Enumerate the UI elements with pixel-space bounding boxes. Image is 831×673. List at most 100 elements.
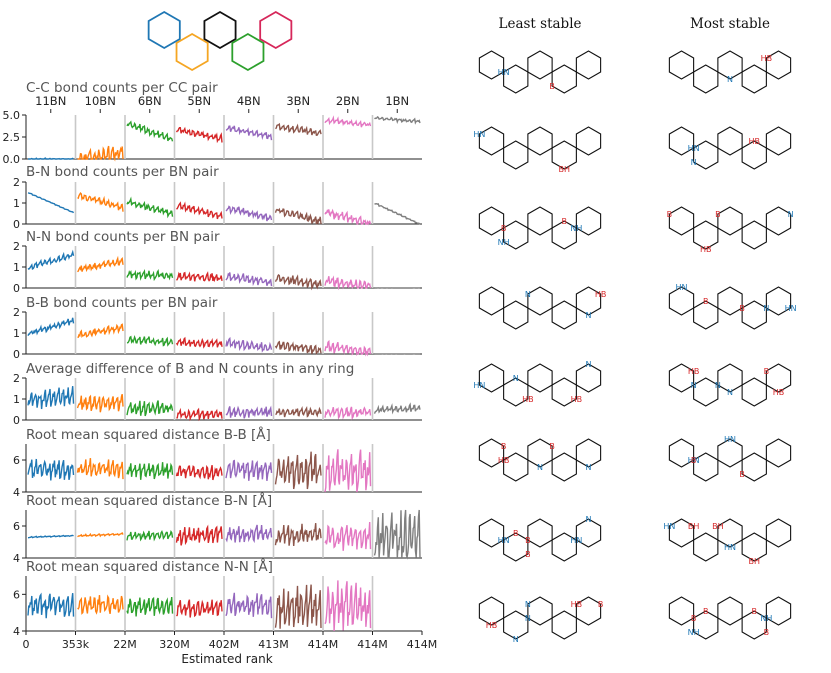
series-2bn [324,208,372,226]
atom-label-b: BH [712,522,724,531]
atom-label-b: B [764,628,770,637]
ring [765,286,792,316]
y-tick-label: 2 [13,240,20,253]
atom-label-n: NH [498,238,510,247]
series-6bn [126,596,174,617]
ring [478,438,505,468]
y-tick-label: 2 [13,306,20,319]
atom-label-n: N [691,158,697,167]
group-label-3bn: 3BN [286,94,310,108]
ring [717,206,743,236]
y-tick-label: 4 [13,552,20,565]
reference-ring [259,10,293,50]
series-2bn [324,115,372,128]
atom-label-n: N [525,614,531,623]
y-tick-label: 1 [13,261,20,274]
series-11bn [27,592,75,619]
series-2bn [324,406,372,421]
atom-label-n: N [727,388,733,397]
series-6bn [126,196,174,219]
ring [575,438,602,468]
group-label-11bn: 11BN [35,94,66,108]
atom-label-b: HB [595,290,607,299]
ring [551,64,577,94]
panel-5: Average difference of B and N counts in … [13,361,422,427]
series-4bn [225,405,273,419]
reference-ring [231,32,265,72]
ring [478,596,505,626]
y-tick-label: 6 [13,588,20,601]
ring [717,286,743,316]
series-3bn [274,340,322,356]
ring [478,518,505,548]
ring [575,50,602,80]
panel-title: C-C bond counts per CC pair [26,80,218,96]
ring [575,596,602,626]
ring [551,610,577,640]
group-label-5bn: 5BN [187,94,211,108]
atom-label-n: N [586,311,592,320]
ring [765,596,792,626]
atom-label-n: N [537,463,543,472]
atom-label-b: HB [571,395,583,404]
atom-label-n: N [727,75,733,84]
ring [575,286,602,316]
series-10bn [77,145,124,162]
series-11bn [28,157,74,160]
series-3bn [275,122,322,136]
atom-label-b: HB [773,388,785,397]
x-axis-label: Estimated rank [181,652,272,666]
atom-label-b: B [598,600,604,609]
y-tick-label: 0 [13,414,20,427]
series-2bn [324,339,372,357]
atom-label-n: NH [570,224,582,233]
least-stable-structure-8: HB N B N HB N [478,596,604,644]
atom-label-b: HB [522,395,534,404]
atom-label-n: N [788,210,794,219]
ring [527,206,553,236]
atom-label-b: HB [486,621,498,630]
ring [478,126,505,156]
series-10bn [77,594,124,615]
panel-8: Root mean squared distance N-N [Å] 4 6 [13,558,422,638]
atom-label-b: B [501,442,507,451]
least-stable-structure-5: N HB HN N HB [473,360,602,407]
ring [575,363,602,393]
group-label-10bn: 10BN [85,94,116,108]
series-11bn [27,386,75,410]
column-title-most-stable: Most stable [690,16,770,32]
ring [741,220,767,250]
atom-label-b: HB [571,600,583,609]
series-5bn [175,271,223,283]
least-stable-structure-2: BH HN [473,126,602,174]
series-4bn [225,524,273,544]
ring [717,518,743,548]
series-2bn [324,275,372,291]
atom-label-b: BH [558,165,570,174]
ring [527,126,553,156]
atom-label-n: HN [570,536,582,545]
atom-label-b: B [513,529,519,538]
atom-label-b: B [691,456,697,465]
series-5bn [175,524,223,546]
atom-label-n: N [586,463,592,472]
panel-title: B-N bond counts per BN pair [26,164,219,180]
ring [668,363,695,393]
ring [717,363,743,393]
atom-label-n: N [586,515,592,524]
most-stable-structure-7: BH HN BH HN BH [663,518,792,566]
atom-label-b: B [525,550,531,559]
atom-label-n: N [763,304,769,313]
series-11bn [27,249,75,271]
atom-label-n: HN [663,522,675,531]
column-title-least-stable: Least stable [499,16,582,32]
group-label-4bn: 4BN [237,94,261,108]
panel-title: B-B bond counts per BN pair [26,295,218,311]
atom-label-b: B [501,224,507,233]
series-1bn [373,509,421,560]
atom-label-b: B [667,210,673,219]
